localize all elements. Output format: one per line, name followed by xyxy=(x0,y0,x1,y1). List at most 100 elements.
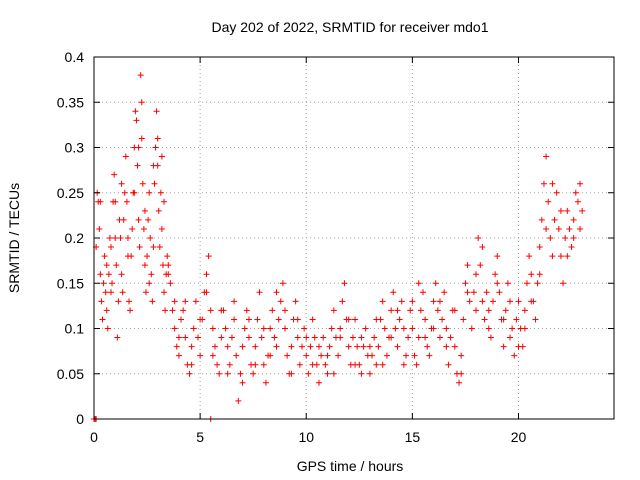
data-point xyxy=(419,289,426,296)
data-point xyxy=(165,271,172,278)
data-point xyxy=(161,198,168,205)
data-point xyxy=(152,144,159,151)
data-point xyxy=(543,153,550,160)
data-point xyxy=(164,253,171,260)
data-point xyxy=(203,289,210,296)
data-point xyxy=(277,298,284,305)
data-point xyxy=(460,316,467,323)
data-point xyxy=(154,135,161,142)
y-axis-label: SRMTID / TECUs xyxy=(6,183,22,293)
data-point xyxy=(136,244,143,251)
data-point xyxy=(349,334,356,341)
data-point xyxy=(305,370,312,377)
data-point xyxy=(97,198,104,205)
data-point xyxy=(218,307,225,314)
data-point xyxy=(273,289,280,296)
data-point xyxy=(570,235,577,241)
data-point xyxy=(409,298,416,305)
data-point xyxy=(436,298,443,305)
data-point xyxy=(479,298,486,305)
data-point xyxy=(256,289,263,296)
data-point xyxy=(441,289,448,296)
data-point xyxy=(275,316,282,323)
data-point xyxy=(107,289,114,296)
data-point xyxy=(545,198,552,205)
data-point xyxy=(102,289,109,296)
data-point xyxy=(231,298,238,305)
data-point xyxy=(273,343,280,350)
data-point xyxy=(294,316,301,323)
grid xyxy=(94,57,614,419)
data-point xyxy=(388,307,395,314)
data-point xyxy=(301,325,308,332)
data-point xyxy=(358,334,365,341)
data-point xyxy=(241,325,248,332)
data-point xyxy=(475,235,482,241)
data-point xyxy=(577,180,584,187)
data-point xyxy=(379,361,386,368)
data-points xyxy=(91,72,586,422)
data-point xyxy=(294,334,301,341)
data-point xyxy=(504,280,511,287)
data-point xyxy=(98,298,105,305)
data-point xyxy=(303,334,310,341)
data-point xyxy=(502,307,509,314)
data-point xyxy=(131,189,138,196)
data-point xyxy=(532,316,539,323)
data-point xyxy=(564,207,571,214)
data-point xyxy=(161,289,168,296)
data-point xyxy=(477,262,484,269)
data-point xyxy=(330,307,337,314)
data-point xyxy=(430,298,437,305)
data-point xyxy=(464,262,471,269)
data-point xyxy=(260,325,267,332)
data-point xyxy=(117,235,124,241)
data-point xyxy=(560,280,567,287)
data-point xyxy=(536,244,543,251)
data-point xyxy=(320,334,327,341)
data-point xyxy=(394,307,401,314)
data-point xyxy=(216,370,223,377)
data-point xyxy=(485,307,492,314)
data-point xyxy=(209,352,216,359)
data-point xyxy=(195,334,201,341)
data-point xyxy=(141,207,148,214)
data-point xyxy=(292,298,299,305)
data-point xyxy=(111,171,118,178)
chart-title: Day 202 of 2022, SRMTID for receiver mdo… xyxy=(211,19,488,35)
data-point xyxy=(252,343,259,350)
data-point xyxy=(299,343,305,350)
data-point xyxy=(318,352,325,359)
data-point xyxy=(147,235,154,241)
data-point xyxy=(436,334,443,341)
data-point xyxy=(400,361,407,368)
data-point xyxy=(226,361,233,368)
data-point xyxy=(149,298,156,305)
data-point xyxy=(309,361,316,368)
data-point xyxy=(267,352,274,359)
data-point xyxy=(307,343,314,350)
data-point xyxy=(494,280,501,287)
data-point xyxy=(337,325,344,332)
data-point xyxy=(487,334,494,341)
data-point xyxy=(439,316,446,323)
data-point xyxy=(383,352,390,359)
data-point xyxy=(373,316,380,323)
data-point xyxy=(118,271,125,278)
data-point xyxy=(407,307,414,314)
data-point xyxy=(254,316,261,323)
data-point xyxy=(375,343,382,350)
data-point xyxy=(540,180,547,187)
data-point xyxy=(388,334,395,341)
data-point xyxy=(262,379,269,386)
data-point xyxy=(96,225,103,232)
data-point xyxy=(451,307,458,314)
data-point xyxy=(371,334,378,341)
data-point xyxy=(121,189,128,196)
data-point xyxy=(521,325,528,332)
data-point xyxy=(345,343,352,350)
data-point xyxy=(197,316,204,323)
data-point xyxy=(324,370,331,377)
data-point xyxy=(134,162,141,169)
x-axis-ticks: 0 5 10 15 20 xyxy=(90,57,526,445)
